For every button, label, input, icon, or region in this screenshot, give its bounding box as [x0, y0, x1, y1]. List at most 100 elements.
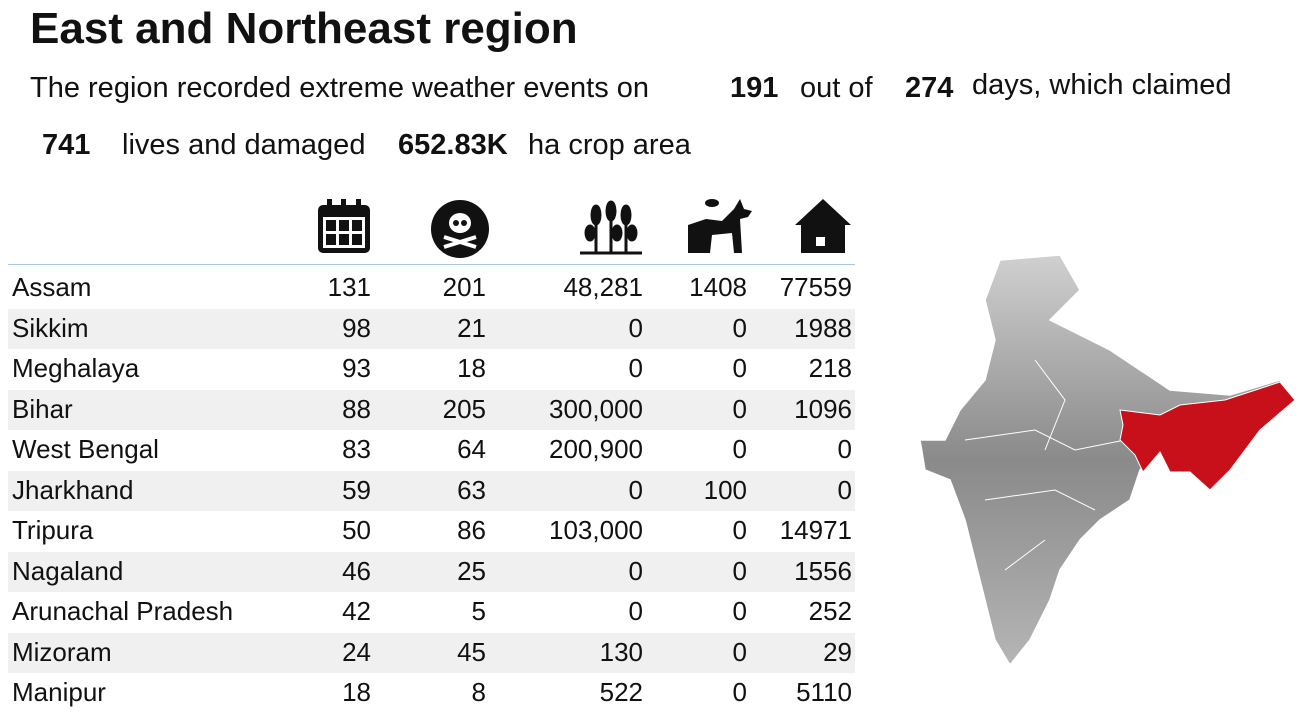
house-icon: [795, 199, 851, 253]
table-row: Assam 131 201 48,281 1408 77559: [8, 268, 855, 309]
death-icon: [431, 200, 489, 258]
state-cell: Assam: [12, 272, 92, 302]
value-cell: 86: [457, 515, 486, 545]
value-cell: 300,000: [549, 393, 643, 424]
header-rule: [8, 264, 855, 265]
value-cell: 1556: [794, 555, 852, 586]
value-cell: 45: [457, 636, 486, 667]
value-cell: 0: [628, 596, 643, 626]
value-cell: 205: [442, 393, 486, 424]
table-row: Meghalaya 93 18 0 0 218: [8, 349, 855, 390]
state-cell: Arunachal Pradesh: [12, 596, 234, 626]
value-cell: 8: [471, 677, 486, 707]
value-cell: 0: [732, 353, 747, 383]
value-cell: 0: [732, 555, 747, 586]
value-cell: 18: [457, 353, 486, 383]
value-cell: 24: [342, 636, 371, 667]
value-cell: 25: [457, 555, 486, 586]
value-cell: 130: [599, 636, 643, 667]
value-cell: 0: [837, 474, 852, 505]
state-cell: Nagaland: [12, 555, 124, 586]
value-cell: 59: [342, 474, 371, 505]
value-cell: 0: [628, 555, 643, 586]
value-cell: 0: [732, 636, 747, 667]
value-cell: 0: [628, 312, 643, 343]
value-cell: 0: [732, 515, 747, 545]
value-cell: 64: [457, 434, 486, 464]
state-cell: Manipur: [12, 677, 106, 707]
value-cell: 201: [442, 272, 486, 302]
value-cell: 21: [457, 312, 486, 343]
value-cell: 63: [457, 474, 486, 505]
livestock-icon: [688, 199, 752, 253]
value-cell: 1988: [794, 312, 852, 343]
state-cell: Bihar: [12, 393, 73, 424]
value-cell: 77559: [779, 272, 852, 302]
region-highlight: [1119, 381, 1296, 491]
value-cell: 42: [342, 596, 371, 626]
state-cell: Sikkim: [12, 312, 89, 343]
table-row: Tripura 50 86 103,000 0 14971: [8, 511, 855, 552]
table-row: Bihar 88 205 300,000 0 1096: [8, 389, 855, 430]
value-cell: 0: [837, 434, 852, 464]
state-cell: Meghalaya: [12, 353, 140, 383]
value-cell: 46: [342, 555, 371, 586]
table-row: Jharkhand 59 63 0 100 0: [8, 470, 855, 511]
column-icons: [318, 199, 851, 258]
value-cell: 88: [342, 393, 371, 424]
india-outline: [919, 254, 1297, 667]
state-cell: West Bengal: [12, 434, 159, 464]
summary-text: out of: [800, 72, 873, 104]
summary-text: ha crop area: [528, 129, 691, 161]
value-cell: 5: [471, 596, 486, 626]
table-row: Mizoram 24 45 130 0 29: [8, 632, 855, 673]
value-cell: 0: [628, 353, 643, 383]
value-cell: 0: [732, 312, 747, 343]
summary-text: lives and damaged: [122, 129, 366, 161]
value-cell: 0: [732, 393, 747, 424]
value-cell: 48,281: [563, 272, 643, 302]
value-cell: 1096: [794, 393, 852, 424]
table-row: West Bengal 83 64 200,900 0 0: [8, 430, 855, 471]
value-cell: 0: [732, 677, 747, 707]
table-row: Manipur 18 8 522 0 5110: [8, 673, 855, 714]
summary-text: days, which claimed: [972, 69, 1232, 101]
value-cell: 83: [342, 434, 371, 464]
value-cell: 1408: [689, 272, 747, 302]
value-cell: 131: [327, 272, 371, 302]
summary-number: 741: [42, 129, 91, 161]
value-cell: 522: [599, 677, 643, 707]
value-cell: 218: [808, 353, 852, 383]
value-cell: 14971: [779, 515, 852, 545]
crop-icon: [580, 200, 642, 255]
summary-number: 191: [730, 72, 779, 104]
value-cell: 100: [703, 474, 747, 505]
value-cell: 0: [732, 596, 747, 626]
state-cell: Mizoram: [12, 636, 112, 667]
value-cell: 200,900: [549, 434, 643, 464]
table-row: Arunachal Pradesh 42 5 0 0 252: [8, 592, 855, 633]
state-cell: Tripura: [12, 515, 94, 545]
summary-number: 652.83K: [398, 129, 508, 161]
calendar-icon: [318, 199, 370, 253]
title: East and Northeast region: [30, 4, 578, 53]
value-cell: 18: [342, 677, 371, 707]
value-cell: 0: [628, 474, 643, 505]
state-cell: Jharkhand: [12, 474, 134, 505]
value-cell: 103,000: [549, 515, 643, 545]
map: [919, 254, 1297, 667]
table-row: Nagaland 46 25 0 0 1556: [8, 551, 855, 592]
state-borders: [964, 359, 1126, 571]
table: Assam 131 201 48,281 1408 77559 Sikkim 98 21 0 0 19…: [8, 268, 855, 714]
value-cell: 5110: [796, 677, 852, 707]
value-cell: 98: [342, 312, 371, 343]
value-cell: 50: [342, 515, 371, 545]
table-row: Sikkim 98 21 0 0 1988: [8, 308, 855, 349]
value-cell: 93: [342, 353, 371, 383]
summary-number: 274: [905, 72, 954, 104]
summary-text: The region recorded extreme weather even…: [30, 72, 650, 104]
value-cell: 252: [808, 596, 852, 626]
value-cell: 29: [823, 636, 852, 667]
value-cell: 0: [732, 434, 747, 464]
